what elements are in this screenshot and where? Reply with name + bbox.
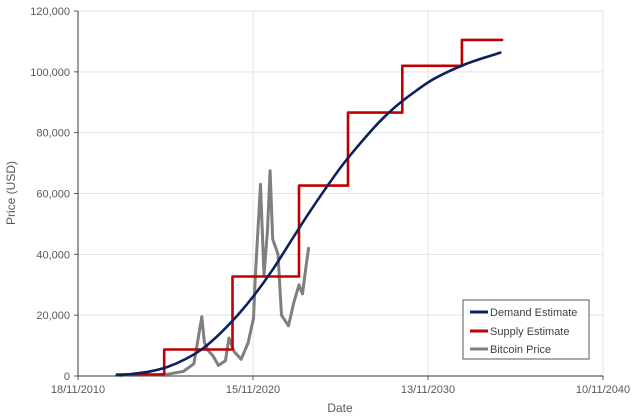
- axes: [74, 10, 604, 380]
- y-tick-label: 100,000: [30, 67, 70, 79]
- x-tick-label: 15/11/2020: [226, 384, 280, 396]
- y-tick-labels: 0 20,000 40,000 60,000 80,000 100,000 120,000: [30, 6, 70, 383]
- y-axis-title: Price (USD): [4, 161, 18, 225]
- legend-bitcoin-label: Bitcoin Price: [490, 344, 551, 356]
- y-tick-label: 80,000: [36, 128, 70, 140]
- legend-supply-label: Supply Estimate: [490, 326, 569, 338]
- x-tick-label: 13/11/2030: [401, 384, 455, 396]
- bitcoin-price-line: [118, 169, 311, 378]
- y-tick-label: 20,000: [36, 310, 70, 322]
- demand-estimate-line: [115, 51, 502, 377]
- series-group: [115, 38, 504, 378]
- x-tick-label: 10/11/2040: [576, 384, 630, 396]
- x-tick-label: 18/11/2010: [51, 384, 105, 396]
- supply-estimate-line: [115, 38, 504, 376]
- legend: Demand Estimate Supply Estimate Bitcoin …: [462, 299, 590, 360]
- gridlines: [78, 10, 604, 376]
- x-tick-labels: 18/11/2010 15/11/2020 13/11/2030 10/11/2040: [51, 384, 630, 396]
- y-tick-label: 120,000: [30, 6, 70, 18]
- y-tick-label: 40,000: [36, 249, 70, 261]
- y-tick-label: 60,000: [36, 189, 70, 201]
- y-tick-label: 0: [64, 371, 70, 383]
- x-axis-title: Date: [327, 401, 353, 415]
- legend-demand-label: Demand Estimate: [490, 307, 577, 319]
